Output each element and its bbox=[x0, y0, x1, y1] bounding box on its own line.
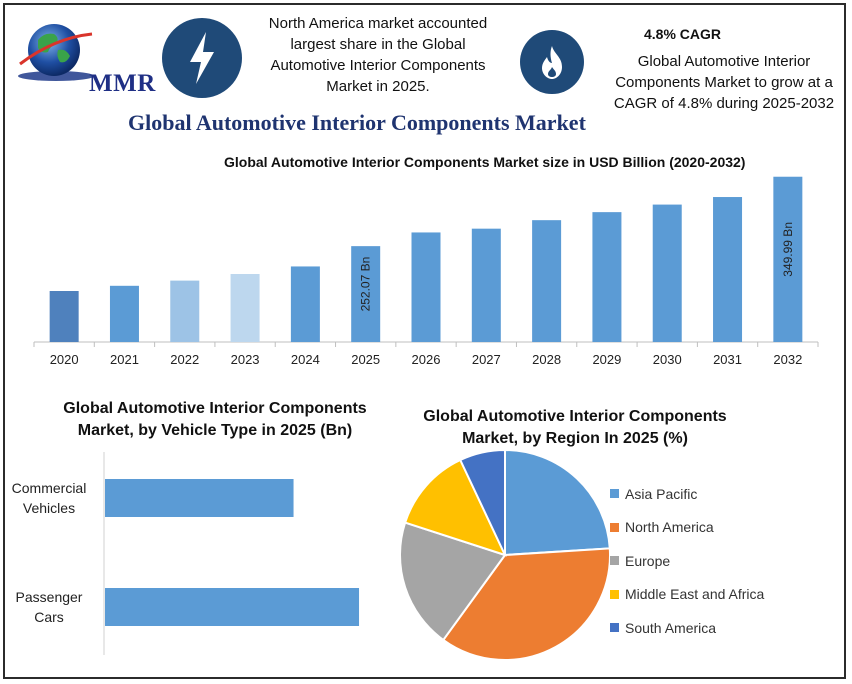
region-legend: Asia Pacific North America Europe Middle Ea… bbox=[610, 477, 764, 645]
legend-swatch bbox=[610, 556, 619, 566]
frame-border bbox=[3, 3, 846, 679]
x-tick-label: 2020 bbox=[50, 352, 79, 367]
category-label: Commercial Vehicles bbox=[11, 480, 87, 516]
x-tick-label: 2022 bbox=[170, 352, 199, 367]
main-title: Global Automotive Interior Components Ma… bbox=[128, 110, 586, 135]
bar-2028 bbox=[532, 220, 562, 342]
legend-item: North America bbox=[610, 511, 764, 545]
legend-label: North America bbox=[625, 519, 714, 536]
data-label-2025: 252.07 Bn bbox=[359, 257, 373, 312]
bar-2025 bbox=[351, 246, 381, 342]
bar-2022 bbox=[170, 280, 200, 342]
x-tick-label: 2029 bbox=[592, 352, 621, 367]
x-tick-label: 2021 bbox=[110, 352, 139, 367]
region-pie-chart bbox=[399, 448, 611, 661]
hbar-commercial-vehicles bbox=[105, 479, 294, 517]
bar-2030 bbox=[652, 204, 682, 342]
legend-label: Middle East and Africa bbox=[625, 586, 765, 603]
bar-2027 bbox=[471, 228, 501, 342]
x-tick-label: 2030 bbox=[653, 352, 682, 367]
legend-item: Europe bbox=[610, 544, 764, 578]
logo-text: MMR bbox=[89, 70, 156, 97]
x-tick-label: 2028 bbox=[532, 352, 561, 367]
legend-item: South America bbox=[610, 611, 764, 645]
legend-swatch bbox=[610, 522, 619, 532]
pie-slice-middle-east-and-africa bbox=[403, 458, 507, 557]
bar-2031 bbox=[713, 197, 743, 342]
data-label-2032: 349.99 Bn bbox=[781, 222, 795, 277]
bar-2023 bbox=[230, 274, 260, 342]
legend-label: Asia Pacific bbox=[625, 485, 698, 502]
x-tick-label: 2024 bbox=[291, 352, 320, 367]
x-tick-label: 2032 bbox=[773, 352, 802, 367]
bar-2029 bbox=[592, 212, 622, 342]
region-chart-title: Global Automotive Interior Components Ma… bbox=[423, 408, 727, 447]
lightning-bolt-icon bbox=[162, 18, 242, 98]
x-tick-label: 2027 bbox=[472, 352, 501, 367]
bar-2021 bbox=[109, 285, 139, 342]
legend-label: South America bbox=[625, 619, 717, 636]
vehicle-type-bar-chart bbox=[103, 452, 360, 655]
bar-2032 bbox=[773, 176, 803, 342]
cagr-title: 4.8% CAGR bbox=[644, 26, 722, 42]
bar-2024 bbox=[290, 266, 320, 342]
vehicle-type-chart-title: Global Automotive Interior Components Ma… bbox=[63, 400, 367, 439]
bar-2026 bbox=[411, 232, 441, 342]
legend-label: Europe bbox=[625, 552, 671, 569]
legend-swatch bbox=[610, 623, 619, 633]
globe-icon bbox=[18, 24, 94, 81]
x-tick-label: 2023 bbox=[231, 352, 260, 367]
hbar-passenger-cars bbox=[105, 588, 360, 626]
mmr-logo: MMR bbox=[14, 20, 156, 97]
market-size-bar-chart: 2020 2021 2022 2023 2024 2025 252.07 Bn 2026 202… bbox=[33, 176, 819, 367]
bar-chart-title: Global Automotive Interior Components Ma… bbox=[224, 154, 746, 170]
pie-slice-asia-pacific bbox=[504, 448, 611, 557]
flame-icon bbox=[520, 30, 584, 94]
x-tick-label: 2025 bbox=[351, 352, 380, 367]
pie-slice-south-america bbox=[458, 448, 506, 556]
legend-item: Middle East and Africa bbox=[610, 578, 764, 612]
pie-slice-north-america bbox=[441, 547, 611, 661]
category-label: Passenger Cars bbox=[15, 589, 83, 625]
legend-swatch bbox=[610, 489, 619, 499]
cagr-description: Global Automotive Interior Components Ma… bbox=[613, 53, 835, 112]
north-america-callout: North America market accounted largest s… bbox=[268, 15, 488, 95]
x-tick-label: 2026 bbox=[412, 352, 441, 367]
legend-item: Asia Pacific bbox=[610, 477, 764, 511]
bar-2020 bbox=[49, 291, 79, 342]
x-tick-label: 2031 bbox=[713, 352, 742, 367]
pie-slice-europe bbox=[399, 521, 507, 642]
legend-swatch bbox=[610, 589, 619, 599]
